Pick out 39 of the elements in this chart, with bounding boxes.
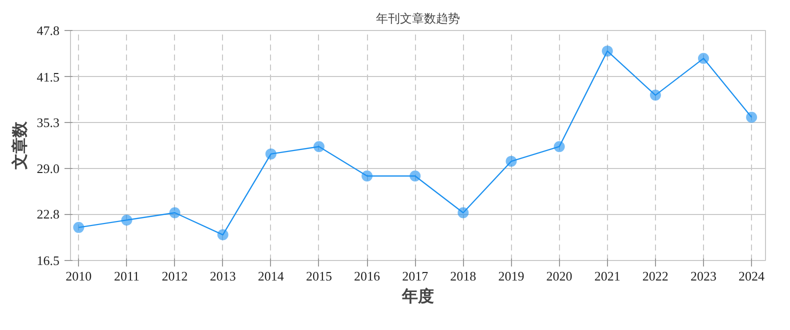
x-axis-title: 年度 bbox=[401, 286, 434, 306]
x-tick-label: 2017 bbox=[402, 268, 429, 284]
point bbox=[362, 170, 373, 182]
point bbox=[554, 141, 565, 152]
y-tick-label: 41.5 bbox=[36, 69, 60, 84]
point bbox=[698, 52, 709, 64]
point bbox=[217, 229, 228, 240]
point bbox=[410, 170, 421, 182]
y-tick-label: 29.0 bbox=[36, 161, 60, 176]
y-tick-label: 16.5 bbox=[36, 253, 60, 268]
point bbox=[265, 148, 276, 160]
x-tick-label: 2018 bbox=[450, 268, 476, 284]
chart-title: 年刊文章数趋势 bbox=[376, 12, 460, 26]
point bbox=[746, 112, 758, 123]
x-tick-label: 2024 bbox=[738, 268, 766, 284]
y-axis-title: 文章数 bbox=[10, 120, 29, 170]
point bbox=[121, 214, 132, 226]
x-tick-label: 2019 bbox=[498, 268, 524, 284]
point bbox=[506, 156, 517, 167]
point bbox=[169, 207, 180, 218]
x-tick-label: 2020 bbox=[546, 268, 572, 284]
point bbox=[73, 222, 84, 233]
point bbox=[458, 207, 469, 218]
y-tick-label: 22.8 bbox=[36, 206, 60, 222]
x-tick-label: 2012 bbox=[162, 268, 188, 284]
x-tick-label: 2021 bbox=[594, 268, 620, 284]
point bbox=[313, 141, 324, 152]
x-tick-label: 2013 bbox=[210, 268, 236, 284]
point bbox=[650, 90, 661, 101]
x-tick-label: 2010 bbox=[66, 268, 92, 284]
y-tick-label: 47.8 bbox=[36, 23, 60, 38]
x-tick-label: 2011 bbox=[114, 268, 140, 284]
x-tick-label: 2015 bbox=[306, 268, 332, 284]
x-tick-label: 2022 bbox=[642, 268, 668, 284]
y-tick-label: 35.3 bbox=[36, 114, 60, 130]
x-tick-label: 2023 bbox=[690, 268, 716, 284]
x-tick-label: 2014 bbox=[258, 268, 284, 284]
point bbox=[602, 46, 613, 57]
x-tick-label: 2016 bbox=[354, 268, 381, 284]
